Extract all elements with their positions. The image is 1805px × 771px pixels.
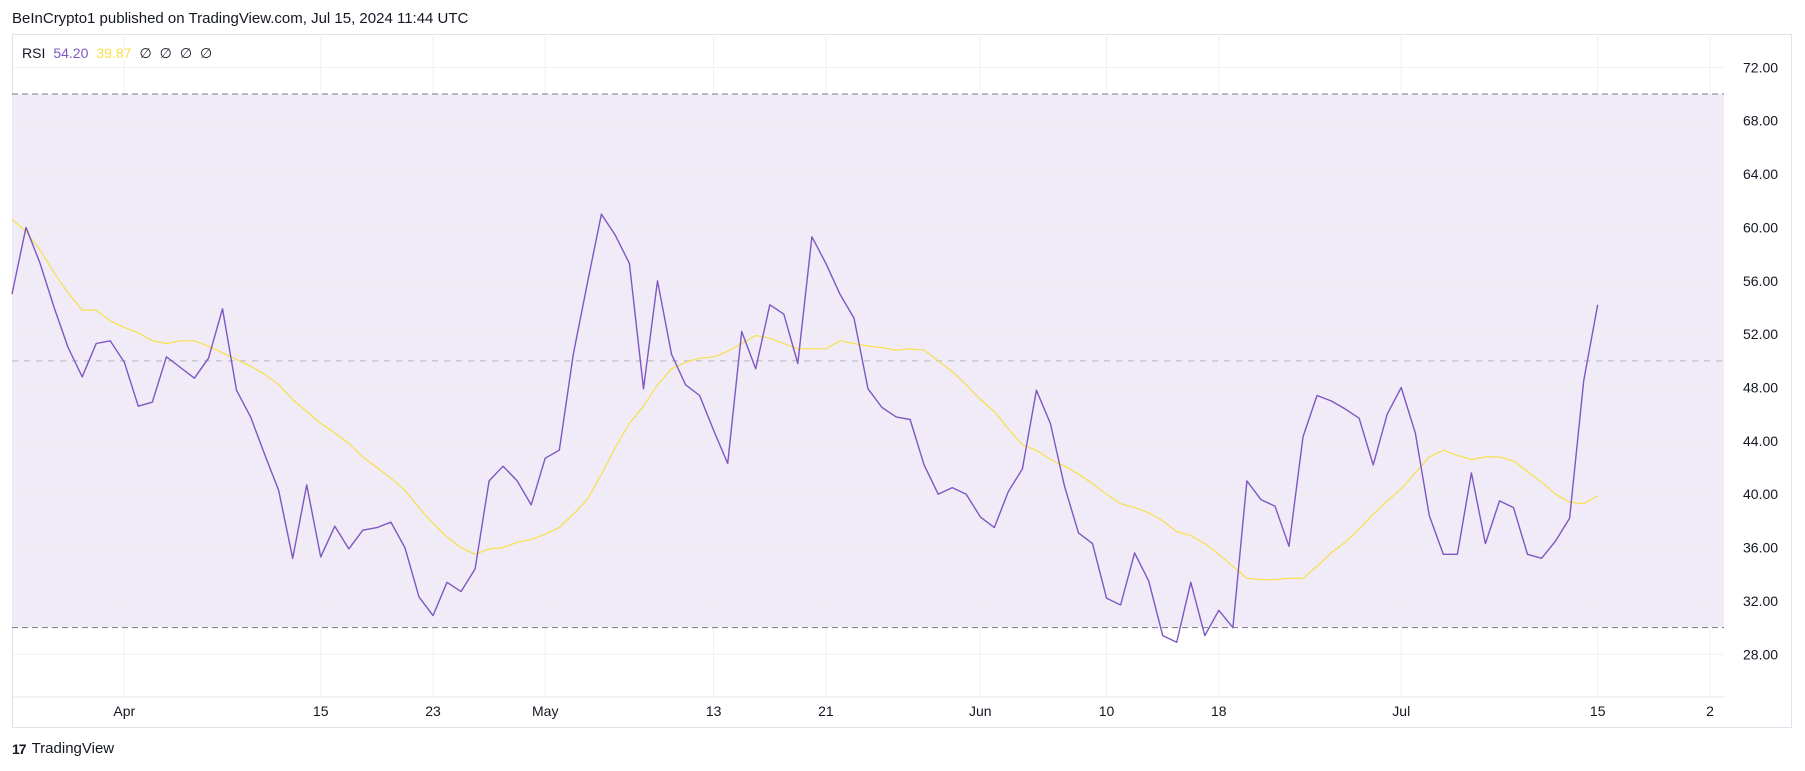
y-tick-label: 40.00 (1743, 486, 1778, 502)
x-tick-label: 21 (818, 703, 834, 719)
na-value: ∅ (159, 45, 172, 61)
ma-series-line (11, 218, 1598, 581)
na-value: ∅ (200, 45, 213, 61)
ma-value: 39.87 (96, 45, 132, 61)
na-value: ∅ (139, 45, 152, 61)
tradingview-logo-icon: 17 (12, 740, 27, 757)
x-tick-label: Jun (969, 703, 992, 719)
rsi-series-line (11, 213, 1599, 643)
y-tick-label: 48.00 (1743, 380, 1778, 396)
y-tick-label: 64.00 (1743, 166, 1778, 182)
x-tick-label: 23 (425, 703, 441, 719)
brand-name: TradingView (31, 740, 115, 757)
x-tick-label: 2 (1706, 703, 1714, 719)
x-tick-label: 13 (706, 703, 722, 719)
y-tick-label: 52.00 (1743, 326, 1778, 342)
y-tick-label: 36.00 (1743, 540, 1778, 556)
x-tick-label: Jul (1392, 703, 1410, 719)
x-tick-label: 15 (313, 703, 329, 719)
x-tick-label: 10 (1099, 703, 1115, 719)
y-tick-label: 68.00 (1743, 113, 1778, 129)
indicator-name[interactable]: RSI (22, 45, 46, 61)
x-tick-label: May (532, 703, 558, 719)
rsi-value: 54.20 (53, 45, 89, 61)
y-axis[interactable]: 72.00 68.00 64.00 60.00 56.00 52.00 48.00 44.00… (1743, 59, 1778, 662)
tradingview-branding[interactable]: 17 TradingView (12, 740, 114, 757)
y-tick-label: 32.00 (1743, 593, 1778, 609)
y-tick-label: 72.00 (1743, 59, 1778, 75)
x-axis[interactable]: Apr 15 23 May 13 21 Jun 10 18 Jul 15 2 (113, 703, 1714, 719)
na-value: ∅ (179, 45, 193, 61)
y-tick-label: 56.00 (1743, 273, 1778, 289)
y-tick-label: 60.00 (1743, 219, 1778, 235)
y-tick-label: 28.00 (1743, 646, 1778, 662)
indicator-legend[interactable]: RSI 54.20 39.87 ∅ ∅ ∅ ∅ (22, 45, 212, 62)
x-tick-label: 18 (1211, 703, 1227, 719)
x-tick-label: Apr (113, 703, 135, 719)
x-tick-label: 15 (1590, 703, 1606, 719)
publisher-caption: BeInCrypto1 published on TradingView.com… (12, 10, 469, 27)
y-tick-label: 44.00 (1743, 433, 1778, 449)
